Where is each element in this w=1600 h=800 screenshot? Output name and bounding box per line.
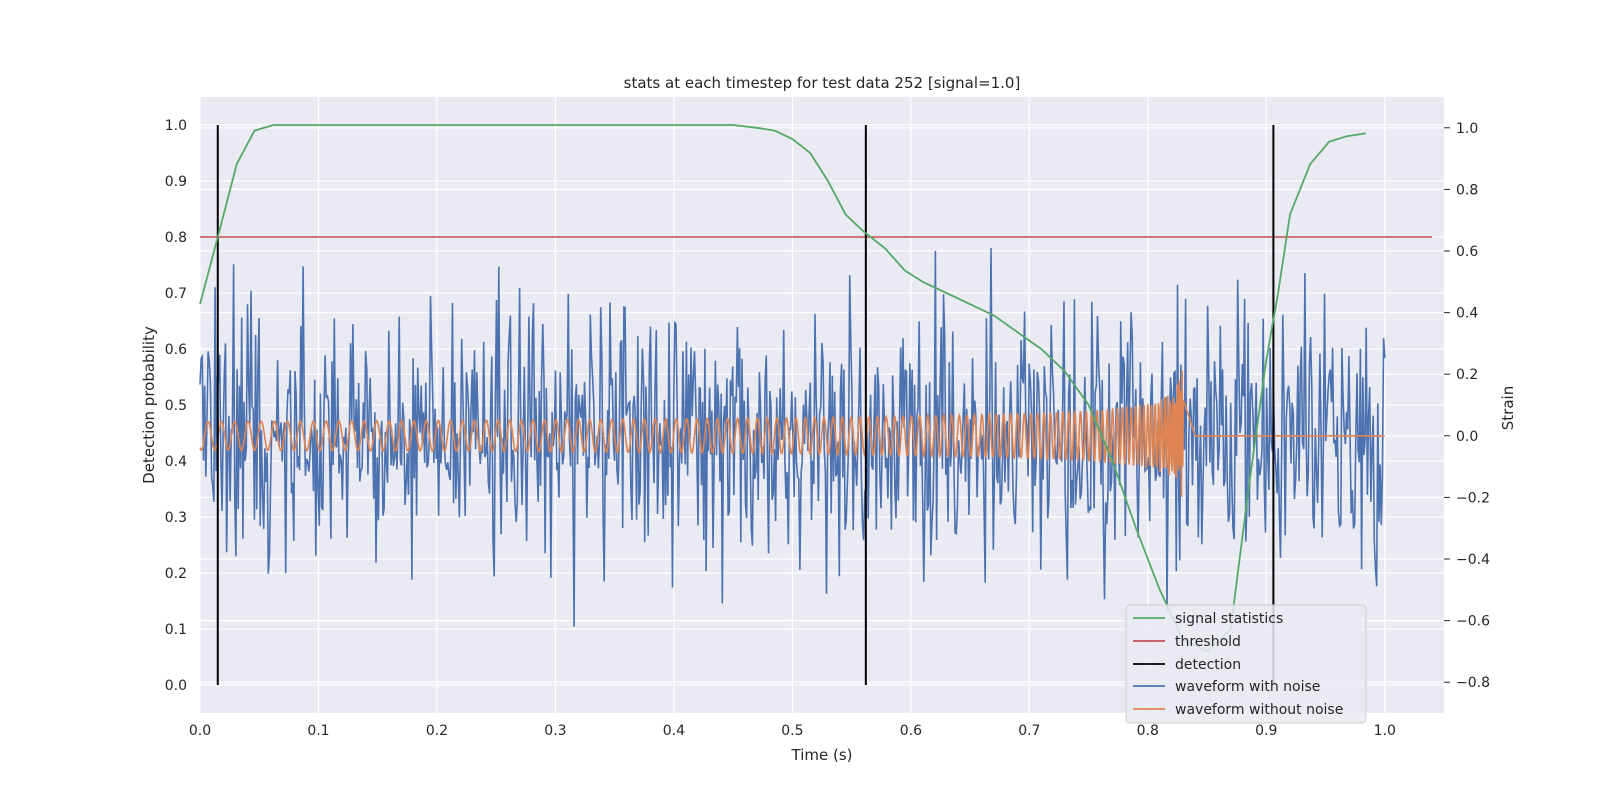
y-right-tick-label: −0.4 — [1456, 552, 1490, 568]
waveform-with-noise-series — [199, 247, 1386, 627]
detection-series — [216, 125, 1275, 685]
y-right-tick-label: 0.2 — [1456, 367, 1478, 383]
y-axis-left: 0.0 0.1 0.2 0.3 0.4 0.5 0.6 0.7 0.8 0.9 1.0 — [165, 118, 187, 694]
y-axis-label: Detection probability — [140, 326, 158, 484]
x-axis: 0.0 0.1 0.2 0.3 0.4 0.5 0.6 0.7 0.8 0.9 1.0 — [189, 723, 1396, 739]
x-axis-label: Time (s) — [791, 746, 853, 764]
x-tick-label: 0.9 — [1255, 723, 1277, 739]
signal-statistics-line — [199, 124, 1366, 653]
y-tick-label: 0.0 — [165, 678, 187, 694]
x-tick-label: 0.3 — [544, 723, 566, 739]
y-right-tick-label: −0.6 — [1456, 614, 1490, 630]
legend-label-waveform-without-noise: waveform without noise — [1175, 702, 1343, 718]
chart-title: stats at each timestep for test data 252… — [624, 74, 1021, 92]
y-axis-right-label: Strain — [1499, 386, 1517, 430]
legend-label-waveform-with-noise: waveform with noise — [1175, 679, 1320, 695]
y-tick-label: 0.2 — [165, 566, 187, 582]
x-tick-label: 0.2 — [426, 723, 448, 739]
y-tick-label: 0.4 — [165, 454, 187, 470]
x-tick-label: 0.6 — [900, 723, 922, 739]
y-right-tick-label: 0.0 — [1456, 429, 1478, 445]
y-right-tick-label: −0.2 — [1456, 490, 1490, 506]
waveform-with-noise-line — [199, 247, 1386, 627]
x-tick-label: 0.1 — [307, 723, 329, 739]
legend-box — [1125, 604, 1367, 724]
y-tick-label: 0.1 — [165, 622, 187, 638]
y-right-tick-label: −0.8 — [1456, 675, 1490, 691]
y-right-tick-label: 0.8 — [1456, 182, 1478, 198]
x-tick-label: 0.0 — [189, 723, 211, 739]
waveform-without-noise-line — [199, 370, 1385, 497]
y-tick-label: 0.5 — [165, 398, 187, 414]
y-tick-label: 0.6 — [165, 342, 187, 358]
x-tick-label: 0.8 — [1137, 723, 1159, 739]
y-tick-label: 0.9 — [165, 174, 187, 190]
y-right-tick-label: 0.4 — [1456, 306, 1478, 322]
x-tick-label: 0.4 — [663, 723, 685, 739]
legend-label-threshold: threshold — [1175, 634, 1241, 650]
legend-label-signal-statistics: signal statistics — [1175, 611, 1283, 627]
signal-statistics-series — [199, 124, 1366, 653]
y-tick-label: 1.0 — [165, 118, 187, 134]
y-right-tick-label: 1.0 — [1456, 121, 1478, 137]
legend-label-detection: detection — [1175, 657, 1241, 673]
x-tick-label: 1.0 — [1374, 723, 1396, 739]
y-tick-label: 0.7 — [165, 286, 187, 302]
legend: signal statistics threshold detection wa… — [1125, 604, 1367, 724]
y-tick-label: 0.3 — [165, 510, 187, 526]
x-tick-label: 0.5 — [781, 723, 803, 739]
x-tick-label: 0.7 — [1018, 723, 1040, 739]
y-tick-label: 0.8 — [165, 230, 187, 246]
waveform-without-noise-series — [199, 370, 1385, 497]
y-right-tick-label: 0.6 — [1456, 244, 1478, 260]
y-axis-right: −0.8 −0.6 −0.4 −0.2 0.0 0.2 0.4 0.6 0.8 1.0 — [1444, 121, 1490, 691]
